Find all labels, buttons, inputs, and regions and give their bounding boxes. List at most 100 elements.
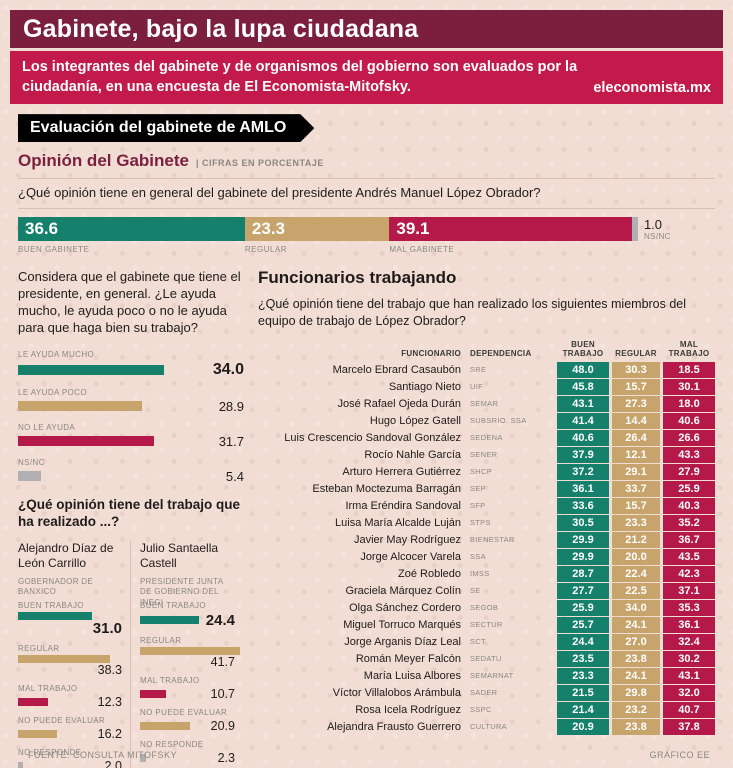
overall-stacked-chart: 36.6 23.3 39.1 1.0 NS/NC	[18, 217, 715, 242]
cell-funcionario: Román Meyer Falcón	[355, 653, 461, 666]
funcionarios-question: ¿Qué opinión tiene del trabajo que han r…	[258, 297, 687, 328]
cell-funcionario: Luisa María Alcalde Luján	[335, 517, 461, 530]
table-row: Jorge Alcocer Varela SSA 29.9 20.0 43.5	[258, 549, 715, 566]
bar-label: NO RESPONDE	[18, 747, 82, 757]
cell-buen-trabajo: 24.4	[557, 634, 609, 651]
column-header-mal-trabajo: MAL TRABAJO	[668, 339, 710, 358]
cell-regular: 34.0	[612, 600, 660, 617]
bar	[140, 721, 191, 730]
bar-label: NO PUEDE EVALUAR	[18, 715, 106, 725]
bar-value: 12.3	[97, 694, 122, 709]
official-role: GOBERNADOR DE BANXICO	[18, 576, 94, 597]
table-body: Marcelo Ebrard Casaubón SRE 48.0 30.3 18…	[258, 362, 715, 736]
column-header-funcionario: FUNCIONARIO	[401, 348, 461, 358]
cell-regular: 23.2	[612, 702, 660, 719]
cell-dependencia: CULTURA	[470, 722, 507, 732]
cell-funcionario: Olga Sánchez Cordero	[349, 602, 461, 615]
cell-dependencia: SENER	[470, 450, 498, 460]
cell-buen-trabajo: 30.5	[557, 515, 609, 532]
bar-value: 41.7	[210, 654, 235, 669]
bar-row: 10.7	[140, 687, 235, 701]
table-row: Esteban Moctezuma Barragán SEP 36.1 33.7…	[258, 481, 715, 498]
cell-buen-trabajo: 27.7	[557, 583, 609, 600]
cell-dependencia: SEMARNAT	[470, 671, 514, 681]
official-column-inegi: Julio Santaella Castell PRESIDENTE JUNTA…	[130, 540, 241, 768]
cell-regular: 20.0	[612, 549, 660, 566]
bar-value: 34.0	[212, 360, 244, 378]
table-row: Hugo López Gatell SUBSRIO. SSA 41.4 14.4…	[258, 413, 715, 430]
cell-dependencia: BIENESTAR	[470, 535, 515, 545]
bar-row: 31.7	[18, 434, 244, 449]
bar-value: 10.7	[210, 686, 235, 701]
cell-funcionario: Miguel Torruco Marqués	[343, 619, 461, 632]
bar-value: 2.0	[104, 758, 122, 768]
bar	[18, 697, 48, 706]
bar	[18, 729, 57, 738]
bar	[140, 753, 146, 762]
cell-buen-trabajo: 21.4	[557, 702, 609, 719]
bar-row: 34.0	[18, 361, 244, 379]
nsnc-label: NS/NC	[643, 232, 671, 242]
cell-buen-trabajo: 25.7	[557, 617, 609, 634]
bar	[18, 654, 110, 663]
cell-mal-trabajo: 30.1	[663, 379, 715, 396]
table-row: Javier May Rodríguez BIENESTAR 29.9 21.2…	[258, 532, 715, 549]
ayuda-chart: LE AYUDA MUCHO 34.0 LE AYUDA POCO 28.9	[18, 350, 244, 484]
cell-dependencia: SEMAR	[470, 399, 499, 409]
bar-row: 2.0	[18, 759, 122, 768]
cell-regular: 24.1	[612, 668, 660, 685]
cell-mal-trabajo: 32.4	[663, 634, 715, 651]
segment-regular: 23.3	[244, 217, 390, 242]
segment-value: 39.1	[396, 219, 430, 239]
title-bar: Gabinete, bajo la lupa ciudadana	[10, 10, 723, 48]
bar	[18, 611, 93, 620]
bar-label: REGULAR	[140, 635, 182, 645]
official-name: Alejandro Díaz de León Carrillo	[18, 540, 114, 570]
cell-regular: 29.8	[612, 685, 660, 702]
bar-label: REGULAR	[18, 643, 60, 653]
section-title: Opinión del Gabinete	[18, 151, 189, 171]
bar-item: MAL TRABAJO 12.3	[18, 684, 122, 709]
bar-value: 2.3	[217, 750, 235, 765]
bar-row: 16.2	[18, 727, 122, 741]
bar-value: 16.2	[97, 726, 122, 741]
bar-item: NO RESPONDE 2.3	[140, 740, 235, 765]
cell-funcionario: Arturo Herrera Gutiérrez	[342, 466, 461, 479]
bar-row: 24.4	[140, 612, 235, 629]
cell-mal-trabajo: 35.3	[663, 600, 715, 617]
cell-mal-trabajo: 27.9	[663, 464, 715, 481]
bar-row: 20.9	[140, 719, 235, 733]
bar-item: REGULAR 41.7	[140, 635, 241, 669]
cell-regular: 14.4	[612, 413, 660, 430]
cell-dependencia: SEDATU	[470, 654, 502, 664]
right-column: Funcionarios trabajando ¿Qué opinión tie…	[258, 268, 715, 768]
site-link[interactable]: eleconomista.mx	[593, 80, 711, 97]
cell-buen-trabajo: 36.1	[557, 481, 609, 498]
cell-mal-trabajo: 32.0	[663, 685, 715, 702]
cell-dependencia: UIF	[470, 382, 483, 392]
cell-mal-trabajo: 26.6	[663, 430, 715, 447]
segment-value: 23.3	[251, 219, 285, 239]
table-row: Arturo Herrera Gutiérrez SHCP 37.2 29.1 …	[258, 464, 715, 481]
bar-label: NO LE AYUDA	[18, 422, 76, 432]
table-row: María Luisa Albores SEMARNAT 23.3 24.1 4…	[258, 668, 715, 685]
cell-mal-trabajo: 43.3	[663, 447, 715, 464]
bar-label: NO RESPONDE	[140, 739, 204, 749]
cell-mal-trabajo: 40.7	[663, 702, 715, 719]
table-row: Rocío Nahle García SENER 37.9 12.1 43.3	[258, 447, 715, 464]
cell-dependencia: SSA	[470, 552, 486, 562]
table-row: Miguel Torruco Marqués SECTUR 25.7 24.1 …	[258, 617, 715, 634]
column-header-regular: REGULAR	[615, 348, 657, 358]
overall-question: ¿Qué opinión tiene en general del gabine…	[18, 178, 715, 210]
footer-credit: GRÁFICO EE	[649, 750, 710, 760]
cell-buen-trabajo: 29.9	[557, 549, 609, 566]
cell-mal-trabajo: 43.1	[663, 668, 715, 685]
cell-buen-trabajo: 25.9	[557, 600, 609, 617]
bar	[140, 616, 199, 625]
section-head: Opinión del Gabinete | CIFRAS EN PORCENT…	[18, 151, 715, 171]
bar-item: BUEN TRABAJO 31.0	[18, 601, 122, 637]
official-name: Julio Santaella Castell	[140, 540, 219, 570]
bar-value: 5.4	[225, 468, 244, 484]
bar-row: 12.3	[18, 695, 122, 709]
